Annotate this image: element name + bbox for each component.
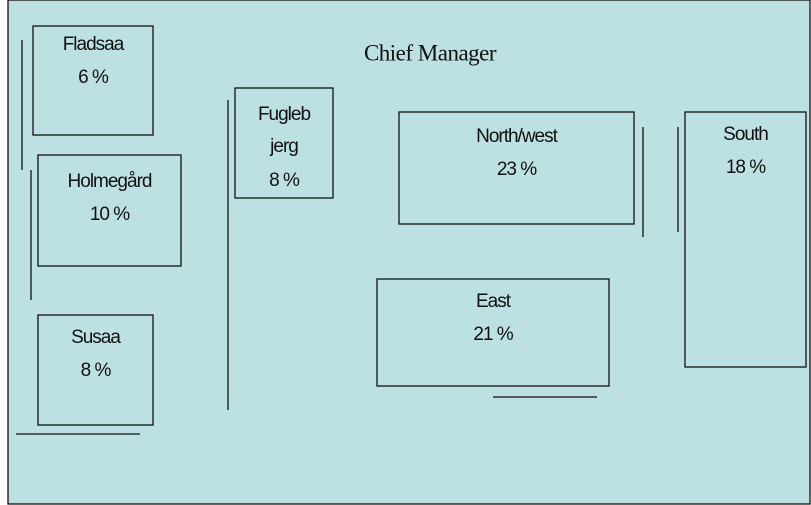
node-name: Susaa [71,327,121,348]
diagram-title: Chief Manager [364,40,497,65]
node-name: North/west [476,126,559,147]
node-value: 8 % [269,170,300,191]
node-value: 18 % [726,157,766,178]
node-box [32,25,154,136]
node-name: Fladsaa [63,34,125,55]
node-value: 21 % [473,324,513,345]
node-box [37,154,182,267]
background [7,0,811,505]
node-value: 6 % [78,67,109,88]
node-box [37,314,154,426]
node-name: Holmegård [68,171,152,192]
node-name: South [723,124,768,145]
node-box [398,111,635,225]
node-box [376,278,610,387]
node-name: Fugleb [258,104,311,125]
node-name: jerg [269,136,298,157]
node-box [684,111,807,368]
node-box [234,87,334,199]
node-value: 23 % [497,159,537,180]
node-value: 10 % [90,204,130,225]
node-name: East [476,291,512,312]
node-value: 8 % [81,360,112,381]
